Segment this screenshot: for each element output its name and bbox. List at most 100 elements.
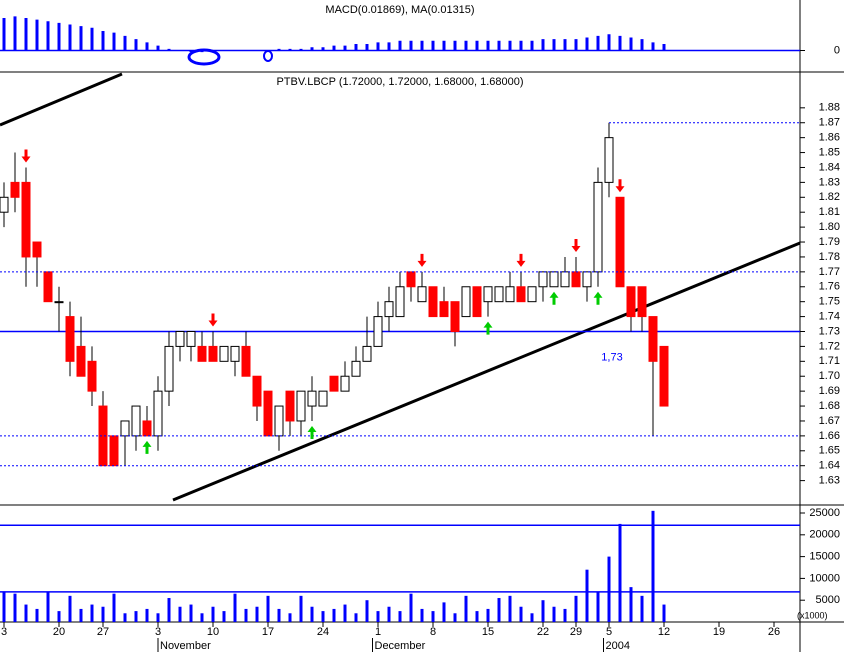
y-tick-label: 1.88: [819, 102, 840, 114]
candle-body: [626, 286, 636, 318]
bar: [123, 35, 127, 51]
bar: [321, 611, 325, 622]
bar: [189, 50, 193, 53]
bar: [200, 50, 204, 53]
bar: [156, 613, 160, 622]
bar: [211, 606, 215, 622]
bar: [376, 611, 380, 622]
month-label: November: [160, 640, 211, 652]
candle-body: [296, 390, 306, 422]
candle-body: [439, 301, 449, 318]
bar: [46, 591, 50, 622]
bar: [563, 39, 567, 51]
bar: [398, 611, 402, 622]
y-tick-label: 1.74: [819, 310, 840, 322]
candle-body: [175, 330, 185, 347]
sell-arrow: [417, 253, 427, 267]
bar: [68, 24, 72, 51]
y-tick-label: 1.64: [819, 460, 840, 472]
bar: [13, 16, 17, 51]
x-tick-label: 3: [1, 626, 7, 638]
bar: [629, 587, 633, 622]
x-tick-label: 17: [262, 626, 274, 638]
y-tick-label: 1.85: [819, 146, 840, 158]
bar: [354, 44, 358, 51]
y-tick-label: 1.80: [819, 221, 840, 233]
bar: [321, 47, 325, 51]
candle-body: [351, 360, 361, 377]
bar: [574, 595, 578, 622]
candle-body: [109, 435, 119, 467]
bar: [35, 19, 39, 51]
y-tick-label: 15000: [809, 551, 840, 563]
candle-body: [21, 181, 31, 258]
candle-body: [560, 271, 570, 288]
bar: [332, 45, 336, 51]
candle-body: [494, 286, 504, 303]
bar: [222, 611, 226, 622]
bar: [563, 608, 567, 622]
candle-body: [549, 271, 559, 288]
bar: [464, 40, 468, 51]
bar: [398, 40, 402, 51]
bar: [57, 22, 61, 51]
bar: [453, 40, 457, 51]
buy-arrow: [593, 291, 603, 305]
bar: [508, 595, 512, 622]
y-tick-label: 1.79: [819, 236, 840, 248]
buy-arrow: [549, 291, 559, 305]
candle-body: [417, 286, 427, 303]
bar: [255, 50, 259, 51]
candle-body: [527, 286, 537, 303]
bar: [24, 604, 28, 622]
bar: [585, 37, 589, 51]
y-tick-label: 1.81: [819, 206, 840, 218]
bar: [365, 44, 369, 51]
bar: [409, 593, 413, 622]
candle-body: [318, 390, 328, 407]
bar: [420, 40, 424, 51]
bar: [222, 50, 226, 51]
bar: [167, 48, 171, 51]
x-tick-label: 19: [713, 626, 725, 638]
bar: [431, 611, 435, 622]
bar: [266, 50, 270, 51]
candle-body: [406, 271, 416, 288]
bar: [596, 35, 600, 51]
trend-line: [0, 72, 123, 127]
candle-body: [76, 345, 86, 377]
candle-body: [285, 390, 295, 422]
y-tick-label: 1.70: [819, 370, 840, 382]
bar: [497, 598, 501, 622]
bar: [662, 604, 666, 622]
sell-arrow: [21, 149, 31, 163]
candle-body: [340, 375, 350, 392]
candle-body: [219, 345, 229, 362]
x-tick-label: 22: [537, 626, 549, 638]
candle-body: [615, 196, 625, 288]
bar: [101, 31, 105, 51]
candle-body: [461, 286, 471, 318]
x-tick-label: 15: [482, 626, 494, 638]
y-tick-label: 1.65: [819, 445, 840, 457]
bar: [255, 606, 259, 622]
candle-body: [208, 345, 218, 362]
y-tick-label: 1.75: [819, 296, 840, 308]
sell-arrow: [571, 238, 581, 252]
y-tick-label: 1.72: [819, 340, 840, 352]
bar: [211, 50, 215, 51]
bar: [277, 608, 281, 622]
bar: [585, 569, 589, 622]
bar: [277, 48, 281, 51]
candle-body: [362, 345, 372, 362]
bar: [442, 602, 446, 622]
bar: [13, 593, 17, 622]
bar: [178, 606, 182, 622]
x-tick-label: 20: [53, 626, 65, 638]
bar: [57, 611, 61, 622]
trend-line: [172, 241, 801, 502]
bar: [497, 40, 501, 51]
candle-body: [153, 390, 163, 437]
bar: [112, 32, 116, 51]
candle-body: [32, 241, 42, 258]
